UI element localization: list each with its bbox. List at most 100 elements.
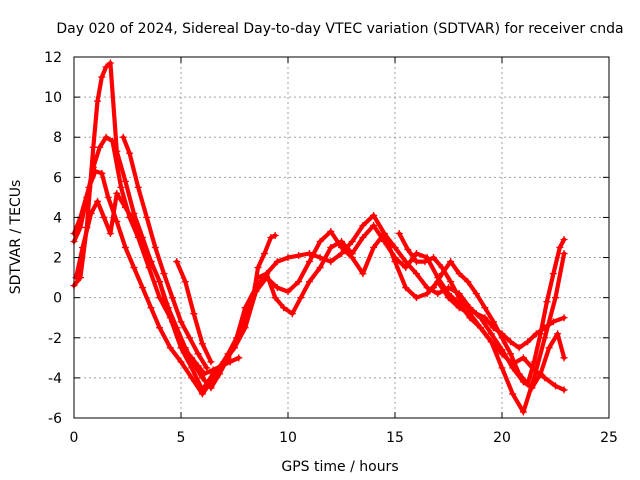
data-point xyxy=(445,290,452,298)
data-point xyxy=(87,209,95,217)
data-point xyxy=(98,169,106,177)
series-group xyxy=(70,59,568,416)
data-point xyxy=(271,231,279,239)
data-point xyxy=(284,288,292,296)
data-point xyxy=(327,244,335,252)
data-point xyxy=(186,334,194,342)
data-point xyxy=(391,244,399,252)
series-5-markers xyxy=(119,133,211,372)
data-point xyxy=(472,290,480,298)
data-point xyxy=(100,213,108,221)
data-point xyxy=(434,290,442,298)
data-point xyxy=(295,278,303,286)
data-point xyxy=(175,334,183,342)
data-point xyxy=(549,318,557,326)
data-point xyxy=(207,378,215,386)
data-point xyxy=(143,213,151,221)
series-2-markers xyxy=(70,133,568,416)
data-point xyxy=(198,340,206,348)
data-point xyxy=(156,324,164,332)
data-point xyxy=(177,318,185,326)
data-point xyxy=(423,284,431,292)
data-point xyxy=(94,97,102,105)
data-point xyxy=(338,244,345,252)
data-point xyxy=(138,284,146,292)
data-point xyxy=(121,177,129,185)
data-point xyxy=(305,278,313,286)
data-point xyxy=(130,217,138,225)
data-point xyxy=(380,229,388,237)
series-9-line xyxy=(431,237,567,386)
data-point xyxy=(94,197,102,205)
series-9-markers xyxy=(430,236,568,388)
data-point xyxy=(466,314,474,322)
series-7-markers xyxy=(254,221,568,394)
series-4-markers xyxy=(72,189,243,378)
data-point xyxy=(138,238,146,246)
data-point xyxy=(207,358,215,366)
y-tick-label: -6 xyxy=(48,411,62,427)
data-point xyxy=(271,294,279,302)
data-point xyxy=(464,278,472,286)
data-point xyxy=(188,364,196,372)
y-tick-label: 6 xyxy=(53,170,62,186)
data-point xyxy=(252,284,260,292)
data-point xyxy=(316,238,324,246)
data-point xyxy=(173,258,181,266)
data-point xyxy=(267,234,275,241)
data-point xyxy=(316,254,324,262)
series-8-markers xyxy=(395,229,568,352)
data-point xyxy=(295,252,303,260)
data-point xyxy=(297,294,305,302)
data-point xyxy=(549,270,557,278)
chart-title: Day 020 of 2024, Sidereal Day-to-day VTE… xyxy=(56,21,623,37)
data-point xyxy=(181,346,189,354)
data-point xyxy=(102,133,110,141)
data-point xyxy=(421,258,429,266)
data-point xyxy=(359,221,367,229)
data-point xyxy=(507,338,515,346)
data-point xyxy=(537,330,545,338)
data-point xyxy=(134,183,142,191)
data-point xyxy=(519,408,527,416)
data-point xyxy=(218,362,226,370)
x-tick-label: 15 xyxy=(386,430,404,446)
plot-frame xyxy=(73,56,610,419)
data-point xyxy=(359,270,367,278)
data-point xyxy=(530,358,538,366)
data-point xyxy=(98,73,106,81)
data-point xyxy=(260,250,268,258)
data-point xyxy=(241,324,249,332)
data-point xyxy=(498,350,506,358)
data-point xyxy=(201,370,209,378)
x-tick-label: 10 xyxy=(279,430,297,446)
data-point xyxy=(102,63,110,71)
data-point xyxy=(477,324,485,332)
data-point xyxy=(113,189,121,197)
data-point xyxy=(509,390,517,398)
series-3-markers xyxy=(70,167,568,398)
data-point xyxy=(395,229,403,237)
data-point xyxy=(288,310,296,318)
data-point xyxy=(560,314,568,322)
data-point xyxy=(487,330,495,338)
data-point xyxy=(481,304,489,312)
y-tick-label: 4 xyxy=(53,210,62,226)
data-point xyxy=(560,354,568,362)
data-point xyxy=(145,264,153,272)
data-point xyxy=(560,250,568,258)
data-point xyxy=(166,344,174,352)
data-point xyxy=(305,250,313,258)
data-point xyxy=(438,270,446,278)
data-point xyxy=(338,238,345,246)
series-3-line xyxy=(71,169,567,396)
data-point xyxy=(96,143,104,151)
data-point xyxy=(412,294,420,302)
data-point xyxy=(254,274,262,282)
data-point xyxy=(284,254,292,262)
data-point xyxy=(194,362,202,370)
y-tick-label: -4 xyxy=(48,371,62,387)
series-2-line xyxy=(71,135,567,415)
data-point xyxy=(423,290,431,298)
